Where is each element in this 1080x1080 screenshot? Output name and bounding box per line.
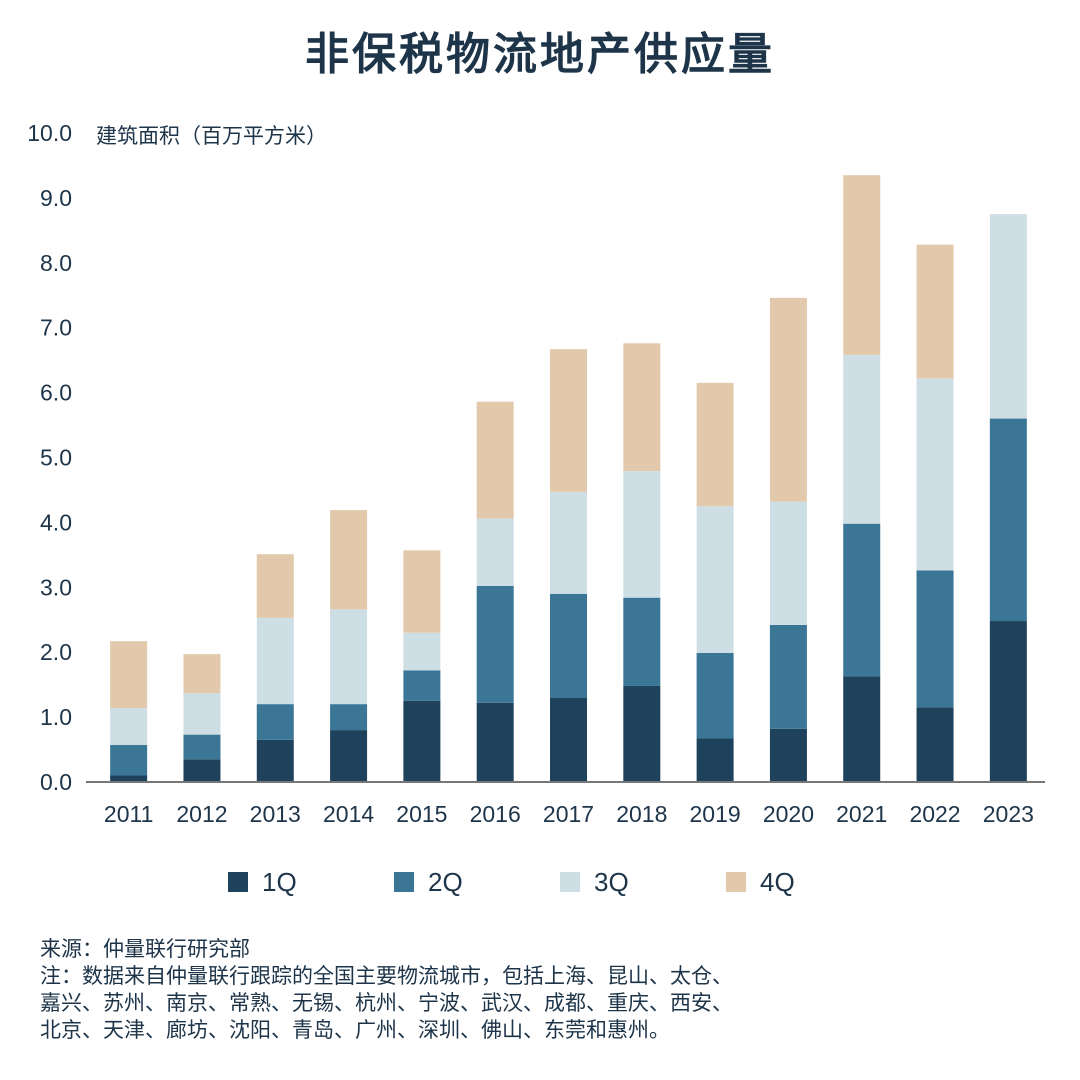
bar-2012-3q xyxy=(183,693,221,735)
source-text: 来源：仲量联行研究部 xyxy=(40,937,250,961)
stacked-bar-chart: 0.0 1.0 2.0 3.0 4.0 5.0 6.0 7.0 8.0 9.0 10.0 建筑面积（百… xyxy=(27,120,1045,827)
bar-2021-1q xyxy=(843,676,881,782)
x-tick-label: 2019 xyxy=(690,801,741,827)
y-tick-label: 7.0 xyxy=(40,315,72,341)
bar-2017-3q xyxy=(550,491,587,594)
x-tick-label: 2021 xyxy=(836,801,887,827)
x-tick-label: 2014 xyxy=(323,801,374,827)
y-tick-label: 0.0 xyxy=(40,769,72,795)
bar-2015-1q xyxy=(403,700,441,782)
bar-2021-4q xyxy=(843,175,881,355)
bar-2017-2q xyxy=(550,593,587,698)
bar-2019-1q xyxy=(696,738,734,782)
bar-2020-1q xyxy=(769,728,807,782)
bar-2016-3q xyxy=(476,518,514,587)
x-tick-label: 2022 xyxy=(909,801,960,827)
legend-label-1q: 1Q xyxy=(262,866,297,897)
bar-2016-1q xyxy=(476,702,514,782)
bar-2018-2q xyxy=(623,597,661,686)
bar-2011-4q xyxy=(110,641,148,709)
bar-2017-1q xyxy=(550,697,587,782)
bar-2020-2q xyxy=(769,624,807,729)
y-tick-label: 8.0 xyxy=(40,250,72,276)
bar-2020-4q xyxy=(769,297,807,502)
bar-2021-2q xyxy=(843,523,881,677)
bar-2022-1q xyxy=(916,707,954,782)
bar-2019-2q xyxy=(696,652,734,739)
x-tick-label: 2016 xyxy=(470,801,521,827)
bar-2013-4q xyxy=(256,554,294,618)
y-tick-label: 6.0 xyxy=(40,380,72,406)
x-tick-label: 2017 xyxy=(543,801,594,827)
bar-2018-3q xyxy=(623,471,661,598)
bar-2013-3q xyxy=(256,617,294,705)
legend-item-2q: 2Q xyxy=(394,862,463,902)
bar-2015-2q xyxy=(403,670,441,701)
bar-2023-1q xyxy=(989,621,1027,782)
bar-2023-2q xyxy=(989,418,1027,622)
legend-swatch-3q xyxy=(560,872,580,892)
legend-label-2q: 2Q xyxy=(428,866,463,897)
x-tick-label: 2012 xyxy=(176,801,227,827)
bar-2015-4q xyxy=(403,550,441,633)
x-tick-label: 2013 xyxy=(250,801,301,827)
bar-2012-1q xyxy=(183,759,221,782)
bar-2022-2q xyxy=(916,570,954,708)
bar-2011-3q xyxy=(110,708,148,746)
note-line-2: 嘉兴、苏州、南京、常熟、无锡、杭州、宁波、武汉、成都、重庆、西安、 xyxy=(40,991,733,1015)
chart-title: 非保税物流地产供应量 xyxy=(305,29,775,80)
bar-2018-1q xyxy=(623,685,661,782)
x-tick-label: 2020 xyxy=(763,801,814,827)
y-tick-label: 1.0 xyxy=(40,704,72,730)
legend-label-4q: 4Q xyxy=(760,866,795,897)
bar-2020-3q xyxy=(769,501,807,625)
x-tick-label: 2015 xyxy=(396,801,447,827)
y-axis-label: 建筑面积（百万平方米） xyxy=(96,124,327,148)
legend-swatch-1q xyxy=(228,872,248,892)
legend-item-3q: 3Q xyxy=(560,862,629,902)
bar-2014-4q xyxy=(330,510,368,610)
legend-label-3q: 3Q xyxy=(594,866,629,897)
bar-2019-3q xyxy=(696,506,734,653)
bar-2011-1q xyxy=(110,775,148,782)
bar-2011-2q xyxy=(110,745,148,776)
legend-item-1q: 1Q xyxy=(228,862,297,902)
y-tick-label: 9.0 xyxy=(40,185,72,211)
bar-2021-3q xyxy=(843,354,881,524)
footer-notes: 来源：仲量联行研究部 注：数据来自仲量联行跟踪的全国主要物流城市，包括上海、昆山… xyxy=(40,936,1050,1044)
bar-2013-2q xyxy=(256,704,294,740)
bar-2019-4q xyxy=(696,382,734,507)
x-tick-label: 2011 xyxy=(104,801,153,827)
bar-2015-3q xyxy=(403,632,441,671)
legend-item-4q: 4Q xyxy=(726,862,795,902)
x-tick-label: 2018 xyxy=(616,801,667,827)
bar-2013-1q xyxy=(256,739,294,782)
bar-2014-2q xyxy=(330,704,368,731)
bar-2012-4q xyxy=(183,654,221,694)
legend: 1Q 2Q 3Q 4Q xyxy=(0,862,1080,902)
bar-2022-4q xyxy=(916,244,954,379)
bar-2017-4q xyxy=(550,349,587,492)
legend-swatch-4q xyxy=(726,872,746,892)
y-tick-label: 4.0 xyxy=(40,509,72,535)
y-tick-label: 3.0 xyxy=(40,574,72,600)
bar-2023-3q xyxy=(989,214,1027,419)
bar-2018-4q xyxy=(623,343,661,472)
bar-2022-3q xyxy=(916,378,954,571)
y-tick-label: 10.0 xyxy=(27,120,72,146)
y-tick-label: 5.0 xyxy=(40,445,72,471)
note-line-3: 北京、天津、廊坊、沈阳、青岛、广州、深圳、佛山、东莞和惠州。 xyxy=(40,1018,670,1042)
y-tick-label: 2.0 xyxy=(40,639,72,665)
bar-2016-2q xyxy=(476,586,514,703)
bar-2016-4q xyxy=(476,401,514,519)
bar-2014-3q xyxy=(330,609,368,705)
bar-2012-2q xyxy=(183,734,221,760)
x-tick-label: 2023 xyxy=(983,801,1034,827)
legend-swatch-2q xyxy=(394,872,414,892)
note-line-1: 注：数据来自仲量联行跟踪的全国主要物流城市，包括上海、昆山、太仓、 xyxy=(40,964,733,988)
bar-2014-1q xyxy=(330,730,368,782)
